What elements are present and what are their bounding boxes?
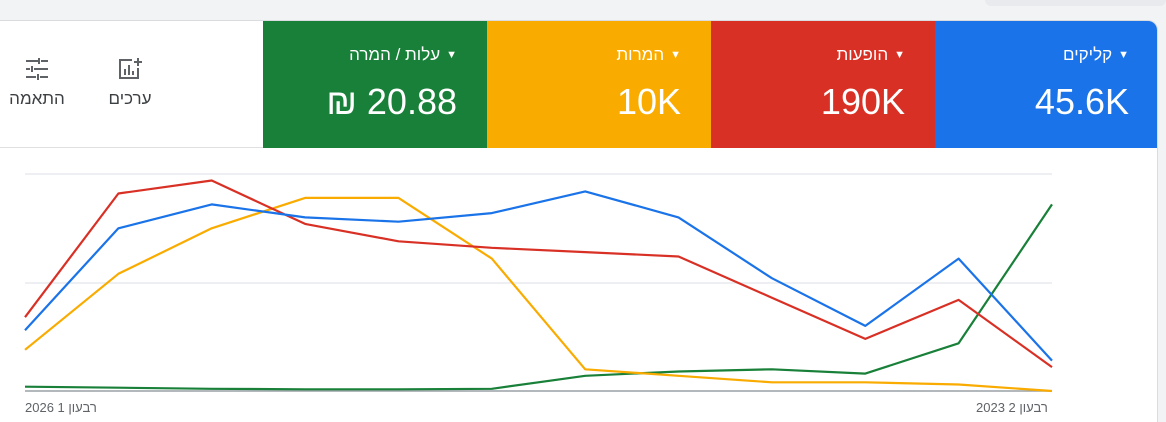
metric-clicks[interactable]: ▼ קליקים 45.6K bbox=[935, 21, 1157, 148]
series-layer bbox=[24, 179, 1053, 393]
caret-down-icon[interactable]: ▼ bbox=[670, 49, 681, 61]
x-axis-label-start: רבעון 1 2026 bbox=[25, 400, 97, 415]
metric-value: 20.88 ₪ bbox=[326, 81, 457, 122]
values-label: ערכים bbox=[108, 89, 152, 108]
tune-icon bbox=[26, 58, 48, 80]
add-chart-icon bbox=[119, 58, 142, 79]
metric-label: הופעות bbox=[836, 45, 889, 64]
x-axis-label-end: רבעון 2 2023 bbox=[976, 400, 1048, 415]
top-strip bbox=[0, 0, 1166, 20]
caret-down-icon[interactable]: ▼ bbox=[1118, 49, 1129, 61]
metric-value: 45.6K bbox=[1034, 81, 1129, 122]
metric-cards: ▼ עלות / המרה 20.88 ₪ ▼ המרות 10K ▼ הופעות … bbox=[263, 21, 1157, 148]
series-line[interactable] bbox=[24, 179, 1053, 368]
metric-impressions[interactable]: ▼ הופעות 190K bbox=[711, 21, 935, 148]
caret-down-icon[interactable]: ▼ bbox=[446, 49, 457, 61]
series-line[interactable] bbox=[24, 203, 1053, 391]
chart-tools: התאמה ערכים bbox=[0, 21, 263, 148]
line-chart[interactable] bbox=[0, 149, 1158, 422]
metric-cost-per-conversion[interactable]: ▼ עלות / המרה 20.88 ₪ bbox=[263, 21, 487, 148]
values-button[interactable]: ערכים bbox=[100, 57, 160, 109]
metric-conversions[interactable]: ▼ המרות 10K bbox=[487, 21, 711, 148]
top-panel-edge bbox=[985, 0, 1166, 6]
caret-down-icon[interactable]: ▼ bbox=[894, 49, 905, 61]
metric-label: קליקים bbox=[1063, 45, 1113, 64]
series-line[interactable] bbox=[24, 190, 1053, 362]
metric-label: המרות bbox=[616, 45, 665, 64]
adjust-button[interactable]: התאמה bbox=[4, 57, 70, 109]
series-line[interactable] bbox=[24, 196, 1053, 393]
performance-card: התאמה ערכים ▼ עלות / המרה 20.88 ₪ ▼ המרות … bbox=[0, 20, 1158, 422]
metric-label: עלות / המרה bbox=[349, 45, 441, 64]
adjust-label: התאמה bbox=[9, 89, 65, 108]
metric-value: 190K bbox=[820, 81, 905, 122]
metric-value: 10K bbox=[616, 81, 681, 122]
